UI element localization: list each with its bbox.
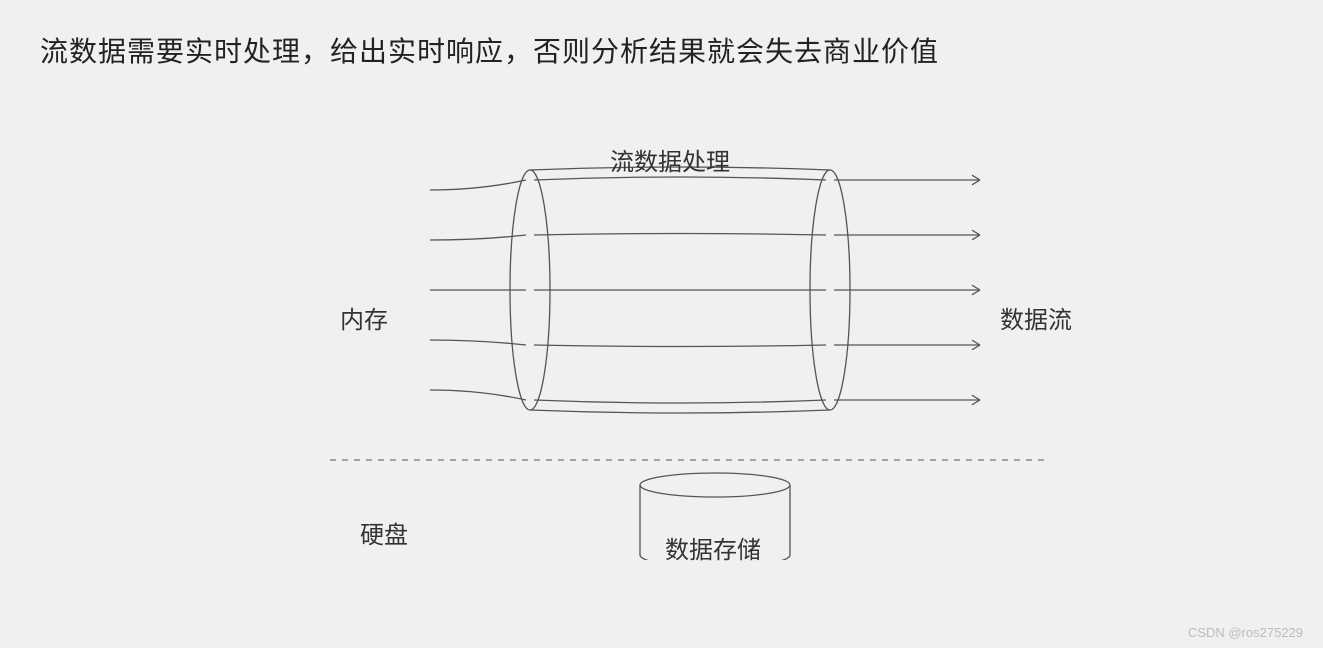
page-heading: 流数据需要实时处理，给出实时响应，否则分析结果就会失去商业价值 — [40, 30, 939, 70]
label-data-stream: 数据流 — [1000, 300, 1072, 335]
stream-diagram: 流数据处理 内存 数据流 硬盘 数据存储 — [300, 110, 1080, 560]
label-storage: 数据存储 — [665, 530, 761, 565]
diagram-svg — [300, 110, 1080, 560]
label-disk: 硬盘 — [360, 515, 408, 550]
label-stream-proc: 流数据处理 — [610, 142, 730, 177]
watermark: CSDN @ros275229 — [1188, 625, 1303, 640]
label-memory: 内存 — [340, 300, 388, 335]
